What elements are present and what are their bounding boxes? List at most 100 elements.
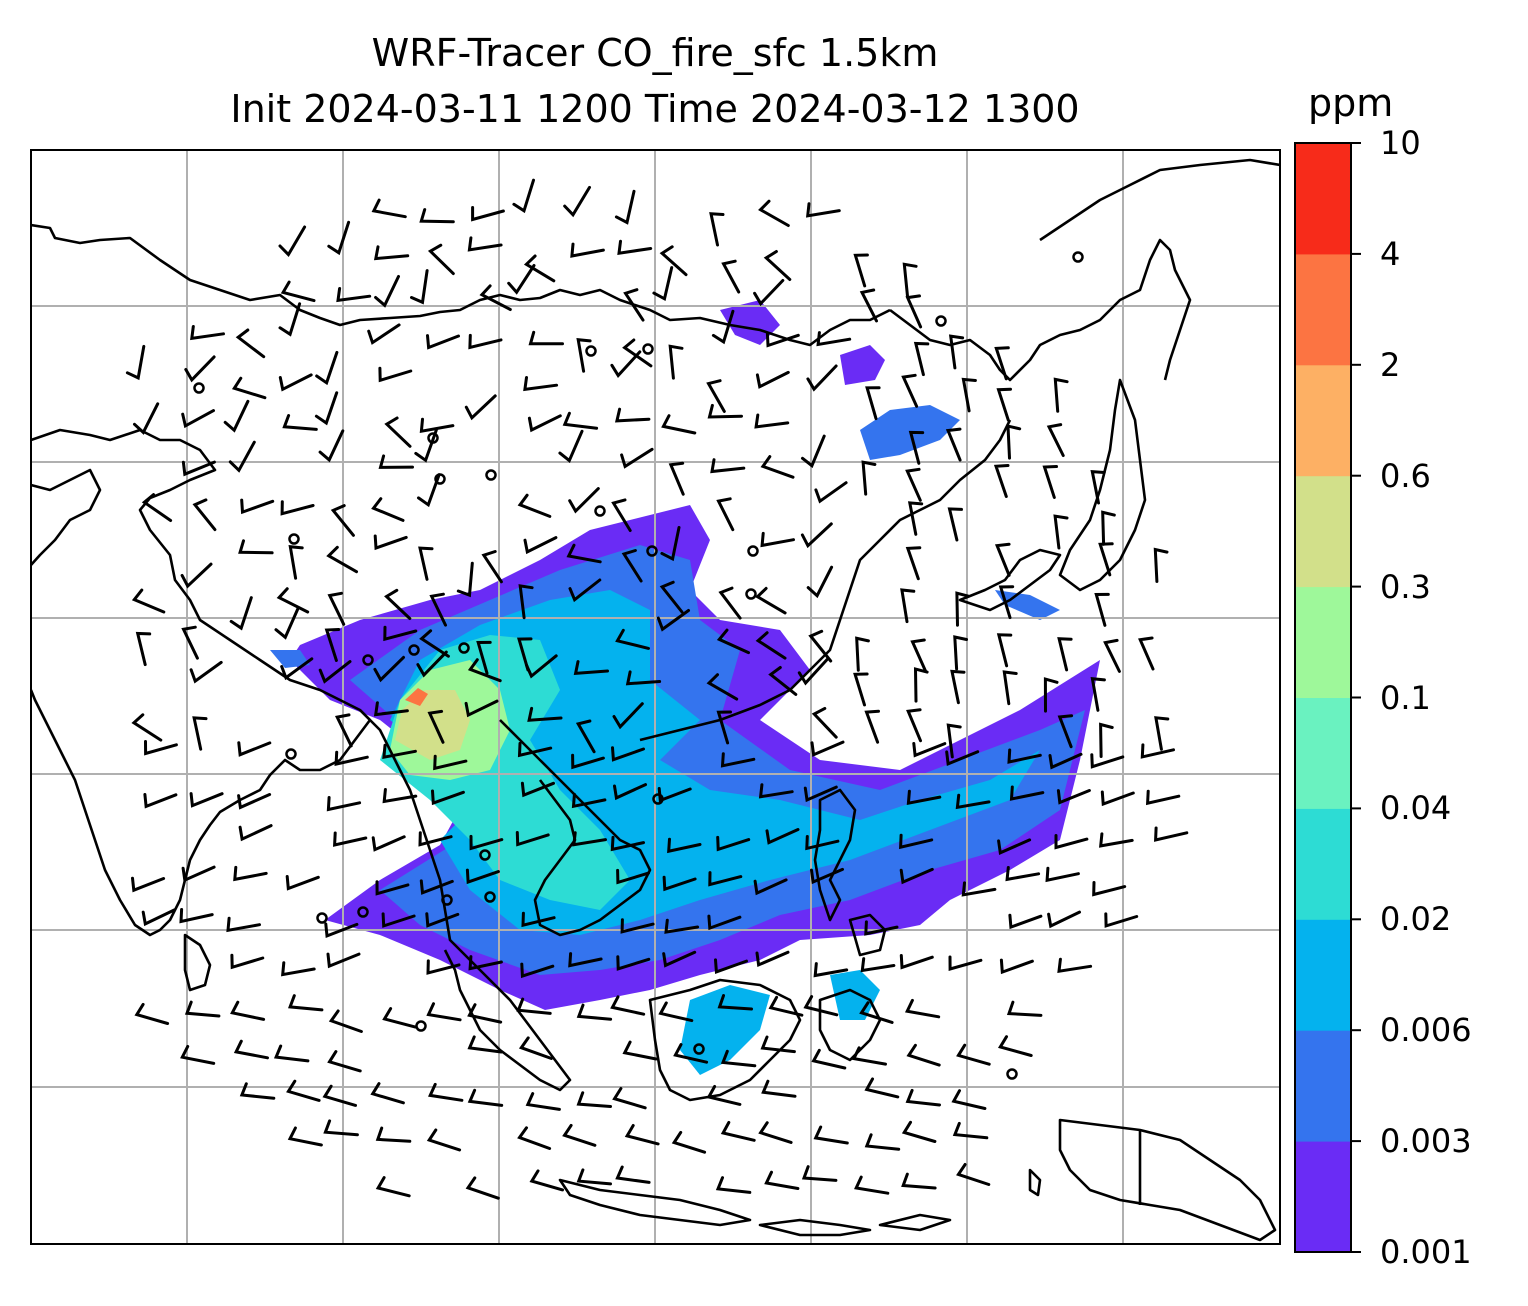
calm-station-marker [1072,251,1084,263]
wind-barb [813,1125,849,1145]
wind-barb [181,865,216,883]
coastline-segment [31,223,891,347]
wind-barb [961,881,997,897]
colorbar-tick-label: 0.1 [1380,678,1431,717]
wind-barb [707,914,742,931]
wind-barb [623,288,645,322]
wind-barb [468,955,503,971]
wind-barb [231,376,267,400]
wind-barb [371,835,406,852]
wind-barb [334,713,353,748]
wind-barb [668,461,685,496]
wind-barb [853,253,869,288]
wind-barb [764,1170,800,1190]
coastline-segment [499,719,652,937]
calm-station-marker [316,912,328,924]
wind-barb [611,498,632,532]
map-subtitle: Init 2024-03-11 1200 Time 2024-03-12 130… [230,87,1080,131]
wind-barb [865,386,881,421]
wind-barb [1092,881,1127,897]
wind-barb [562,411,599,430]
wind-barb [904,998,941,1019]
calm-station-marker [747,545,759,557]
wind-barb [287,1126,323,1147]
wind-barb [800,522,833,549]
wind-barb [1005,866,1041,882]
wind-barb [282,414,318,431]
wind-barb [465,868,500,885]
wind-barb [755,631,787,660]
wind-barb [274,606,300,640]
wind-barb [144,740,178,756]
wind-barb [615,1165,651,1184]
wind-barb [523,254,556,283]
wind-barb [237,793,272,810]
wind-barb [233,1039,269,1060]
wind-barb [805,202,841,218]
calm-station-marker [285,748,297,760]
wind-barb [622,338,653,368]
wind-barb [753,279,785,307]
wind-barb [851,1046,887,1066]
wind-barb [673,1043,709,1064]
wind-barb [612,1087,647,1110]
calm-station-marker [441,894,453,906]
wind-barb [861,460,877,496]
wind-barb [239,1082,276,1100]
colorbar-tick-label: 0.003 [1380,1122,1472,1161]
coastline-segment [1028,1168,1042,1197]
wind-barb [902,262,918,298]
colorbar-tick-label: 0.02 [1380,900,1452,939]
wind-barb [620,918,655,934]
wind-barb [945,750,980,767]
wind-barb [233,865,268,882]
plume-contour [405,688,428,706]
wind-barb [378,454,414,469]
wind-barb [721,259,741,294]
wind-barb [334,750,369,766]
wind-barb [621,549,643,583]
coastline-segment [848,913,887,957]
wind-barb [367,323,401,345]
wind-barb [616,868,650,885]
wind-barb [864,920,899,936]
wind-barb [763,250,792,281]
wind-barb [278,373,313,392]
wind-barb [899,867,934,885]
wind-barb [906,1043,941,1067]
wind-barb [426,1002,462,1022]
wind-barb [571,792,607,809]
gridlines [31,150,1280,1244]
wind-barb [706,379,726,413]
wind-barb [324,628,341,662]
coastline-segment [818,988,882,1062]
wind-barb [859,288,878,323]
wind-barb [716,835,751,852]
wind-barb [318,429,345,463]
wind-barb [1138,636,1155,671]
wind-barb [997,1035,1033,1057]
wind-barb [230,1000,266,1021]
wind-barb [529,1169,564,1192]
wind-barb [326,796,362,812]
wind-barb [610,995,646,1016]
wind-barb [714,958,748,974]
wind-barb [280,280,316,303]
wind-barb [223,399,250,433]
wind-barb [662,875,697,892]
wind-barb [125,344,146,381]
wind-barb [324,922,359,939]
colorbar-segment [1295,697,1351,809]
colorbar-tick-label: 0.04 [1380,789,1452,828]
plume-contour [830,970,880,1020]
wind-barb [327,591,346,626]
wind-barb [708,871,743,887]
wind-barb [576,1168,612,1186]
wind-barb [181,460,216,477]
wind-barb [1053,377,1069,413]
wind-barb [465,1176,500,1200]
wind-barb [468,333,503,350]
wind-barb [180,562,213,589]
wind-barb [572,831,607,847]
wind-barb [456,561,474,598]
